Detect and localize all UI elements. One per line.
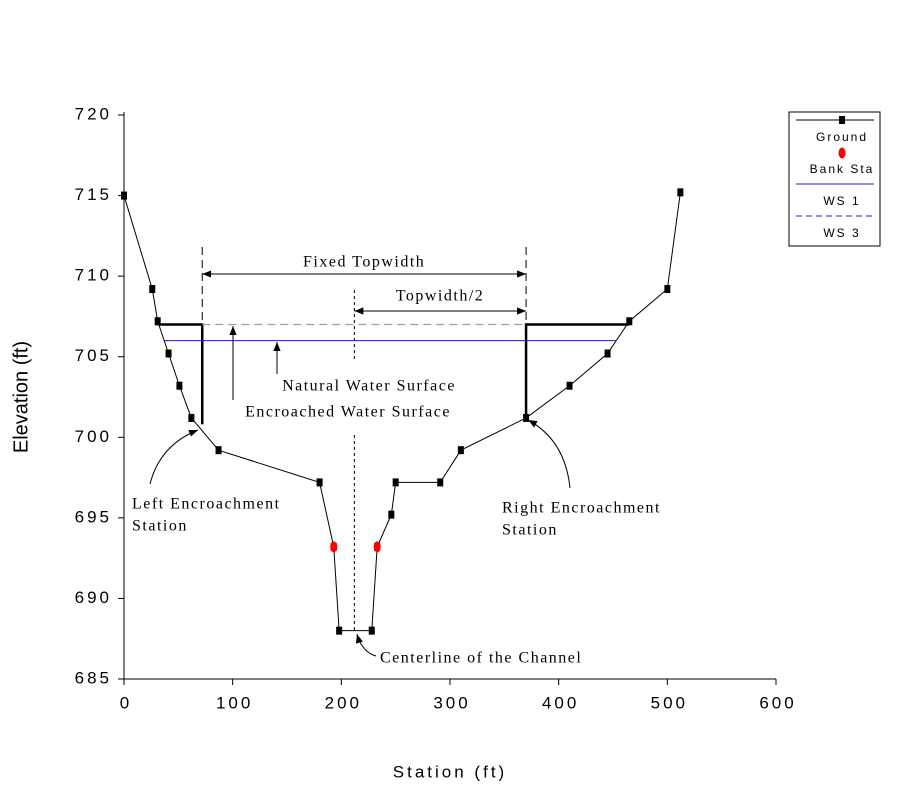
legend-label: WS 1 (823, 194, 860, 208)
ground-point (336, 626, 343, 635)
y-tick-label: 720 (75, 104, 112, 123)
bank-point (330, 541, 338, 553)
annotation: Station (132, 518, 188, 535)
ground-point (149, 285, 156, 294)
legend-box (788, 111, 881, 247)
legend-swatch (839, 116, 845, 124)
pointer-arrow (527, 419, 571, 489)
annotation: Left Encroachment (132, 496, 281, 513)
y-tick-label: 700 (75, 427, 112, 446)
annotation: Encroached Water Surface (245, 404, 451, 421)
pointer-arrow (149, 429, 199, 485)
x-axis-label: Station (ft) (393, 762, 507, 781)
legend-label: Ground (816, 130, 868, 144)
ground-point (664, 285, 671, 294)
ground-line (123, 192, 681, 632)
x-tick-label: 0 (120, 693, 132, 712)
encroachment-line (157, 323, 204, 425)
y-tick-label: 685 (75, 668, 112, 687)
ground-point (215, 446, 222, 455)
ground-point (523, 413, 530, 422)
annotation: Topwidth/2 (396, 288, 485, 305)
legend-label: Bank Sta (810, 162, 875, 176)
ground-point (388, 510, 395, 519)
x-tick-label: 500 (651, 693, 688, 712)
annotation: Right Encroachment (502, 500, 661, 517)
annotation: Centerline of the Channel (380, 650, 582, 667)
y-tick-label: 715 (75, 185, 112, 204)
ground-point (457, 446, 464, 455)
ground-point (677, 188, 684, 197)
y-tick-label: 695 (75, 507, 112, 526)
pointer-arrow (355, 633, 377, 657)
x-tick-label: 600 (759, 693, 796, 712)
ground-point (626, 317, 633, 326)
x-tick-label: 200 (325, 693, 362, 712)
y-tick-label: 705 (75, 346, 112, 365)
x-tick-label: 100 (216, 693, 253, 712)
y-tick-label: 690 (75, 588, 112, 607)
ground-point (604, 349, 611, 358)
ground-point (188, 413, 195, 422)
x-tick-label: 300 (433, 693, 470, 712)
ground-point (368, 626, 375, 635)
y-tick-label: 710 (75, 266, 112, 285)
y-axis-label: Elevation (ft) (10, 341, 32, 453)
ground-point (121, 191, 127, 200)
ground-point (165, 349, 172, 358)
ground-point (316, 478, 323, 487)
bank-point (373, 541, 381, 553)
legend-swatch (838, 147, 846, 159)
encroachment-line (524, 323, 630, 418)
ground-point (437, 478, 444, 487)
ground-point (154, 317, 161, 326)
annotation: Station (502, 522, 558, 539)
annotation: Natural Water Surface (282, 378, 456, 395)
x-tick-label: 400 (542, 693, 579, 712)
annotation: Fixed Topwidth (303, 254, 425, 271)
ground-point (392, 478, 399, 487)
legend-label: WS 3 (823, 226, 860, 240)
ground-point (176, 381, 183, 390)
ground-point (566, 381, 573, 390)
